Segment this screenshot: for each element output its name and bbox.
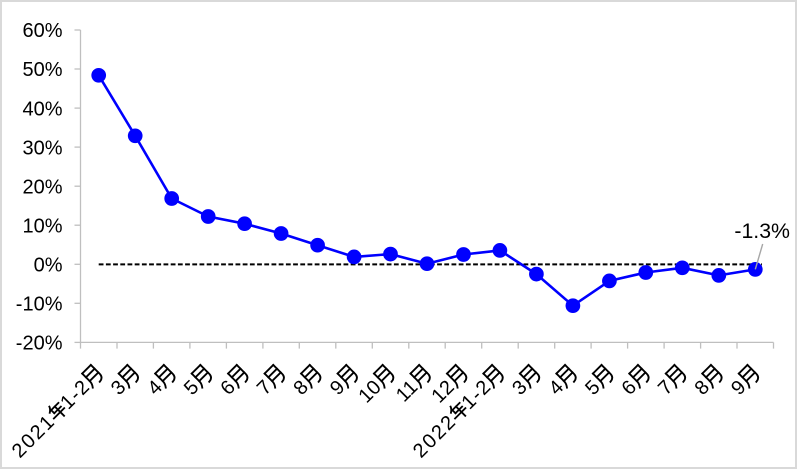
svg-text:50%: 50% bbox=[22, 59, 62, 81]
svg-text:-10%: -10% bbox=[16, 294, 63, 316]
svg-text:30%: 30% bbox=[22, 137, 62, 159]
svg-text:-1.3%: -1.3% bbox=[734, 219, 790, 243]
svg-text:60%: 60% bbox=[22, 20, 62, 42]
svg-text:-20%: -20% bbox=[16, 333, 63, 355]
svg-text:0%: 0% bbox=[34, 255, 63, 277]
svg-text:40%: 40% bbox=[22, 98, 62, 120]
svg-text:20%: 20% bbox=[22, 176, 62, 198]
svg-text:10%: 10% bbox=[22, 215, 62, 237]
